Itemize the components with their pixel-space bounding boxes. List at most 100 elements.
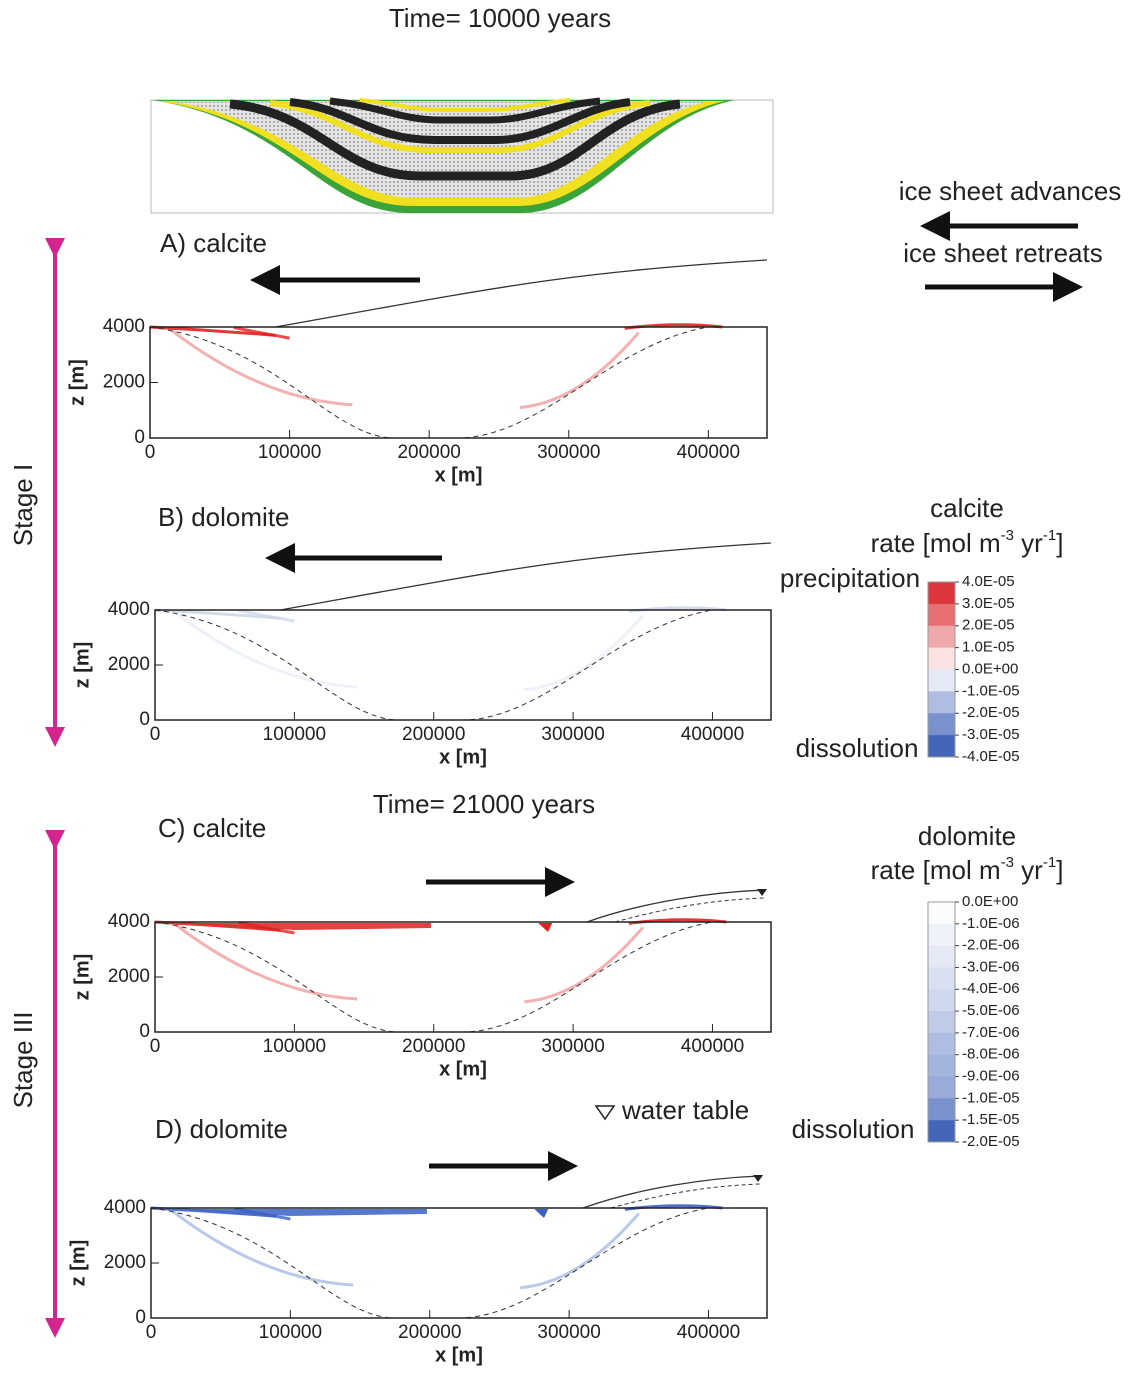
unit-part: yr <box>1014 528 1043 558</box>
x-tick-label: 400000 <box>681 1036 744 1057</box>
x-tick-label: 100000 <box>263 1036 326 1057</box>
y-tick-label: 2000 <box>108 654 150 675</box>
unit-part: ] <box>1056 528 1063 558</box>
colorbar-frame <box>927 901 956 1143</box>
reaction-zone <box>534 1209 549 1218</box>
x-tick-label: 0 <box>146 1322 157 1343</box>
legend-advance: ice sheet advances <box>899 176 1122 206</box>
colorbar-tick-label: -2.0E-05 <box>962 1133 1020 1150</box>
basin-outline <box>149 326 709 439</box>
panel-label: C) calcite <box>158 813 266 843</box>
unit-part: -3 <box>1001 527 1014 544</box>
colorbar-tick-label: 3.0E-05 <box>962 595 1015 612</box>
colorbar-tick-label: 0.0E+00 <box>962 893 1018 910</box>
cross-section <box>150 97 774 214</box>
unit-part: rate [mol m <box>871 528 1001 558</box>
colorbar-cell <box>928 647 955 670</box>
colorbar-unit: rate [mol m-3 yr-1] <box>871 527 1064 557</box>
colorbar-cell <box>928 1032 955 1056</box>
y-tick-label: 4000 <box>108 599 150 620</box>
reaction-zone <box>519 331 640 409</box>
colorbar-tick-label: -8.0E-06 <box>962 1046 1020 1063</box>
x-tick-label: 200000 <box>397 442 460 463</box>
stage-label: Stage I <box>8 464 38 546</box>
y-axis-label: z [m] <box>66 359 88 406</box>
basin-outline <box>150 1207 709 1319</box>
stage-label: Stage III <box>8 1012 38 1109</box>
x-tick-label: 0 <box>150 724 161 745</box>
y-tick-label: 2000 <box>108 966 150 987</box>
colorbar-cell <box>928 967 955 990</box>
plot-frame <box>150 1207 768 1319</box>
colorbar-cell <box>928 945 955 968</box>
colorbar-bottom-label: dissolution <box>792 1114 915 1144</box>
unit-part: ] <box>1056 855 1063 885</box>
colorbar-cell <box>928 735 955 758</box>
plot-frame <box>149 326 768 439</box>
colorbar-tick-label: -2.0E-05 <box>962 704 1020 721</box>
colorbar-tick-label: -3.0E-05 <box>962 726 1020 743</box>
reaction-zone <box>170 328 353 407</box>
colorbar-cell <box>928 989 955 1012</box>
reaction-zone <box>520 1212 640 1290</box>
panel-label: B) dolomite <box>158 502 290 532</box>
reaction-zone <box>174 923 358 1001</box>
x-axis-label: x [m] <box>435 464 483 486</box>
y-tick-label: 4000 <box>103 316 145 337</box>
y-tick-label: 4000 <box>104 1197 146 1218</box>
reaction-zone <box>233 326 290 340</box>
colorbar-cell <box>928 603 955 627</box>
x-tick-label: 200000 <box>402 724 465 745</box>
panel-label: D) dolomite <box>155 1114 288 1144</box>
y-axis-label: z [m] <box>71 642 93 689</box>
colorbar-tick-label: 0.0E+00 <box>962 660 1018 677</box>
x-tick-label: 100000 <box>258 442 321 463</box>
colorbar-tick-label: 1.0E-05 <box>962 639 1015 656</box>
colorbar-cell <box>928 582 955 605</box>
x-axis-label: x [m] <box>439 746 487 768</box>
panel-label: A) calcite <box>160 228 267 258</box>
x-tick-label: 0 <box>145 442 156 463</box>
y-tick-label: 0 <box>135 1307 146 1328</box>
y-tick-label: 2000 <box>104 1252 146 1273</box>
unit-part: -3 <box>1001 854 1014 871</box>
ice-surface <box>582 1175 761 1209</box>
unit-part: -1 <box>1043 854 1056 871</box>
water-table-icon <box>757 889 768 896</box>
x-tick-label: 0 <box>150 1036 161 1057</box>
x-tick-label: 300000 <box>537 1322 600 1343</box>
colorbar-cell <box>928 1054 955 1078</box>
colorbar-tick-label: 4.0E-05 <box>962 573 1015 590</box>
ice-surface <box>280 542 772 611</box>
legend-water-table: water table <box>621 1095 749 1125</box>
y-tick-label: 0 <box>134 427 145 448</box>
x-tick-label: 300000 <box>541 1036 604 1057</box>
colorbar-title: calcite <box>930 493 1004 523</box>
unit-part: rate [mol m <box>871 855 1001 885</box>
colorbar-title: dolomite <box>918 821 1016 851</box>
x-tick-label: 400000 <box>681 724 744 745</box>
reaction-zone <box>170 1209 354 1287</box>
water-table-line <box>614 897 765 923</box>
x-tick-label: 300000 <box>537 442 600 463</box>
reaction-zone <box>524 926 644 1004</box>
colorbar-bottom-label: dissolution <box>796 733 919 763</box>
colorbar-top-label: precipitation <box>780 563 920 593</box>
plot-frame <box>154 609 772 721</box>
title-mid: Time= 21000 years <box>373 789 595 819</box>
colorbar-cell <box>928 625 955 649</box>
colorbar-cell <box>928 691 955 714</box>
reaction-zone <box>178 1209 427 1216</box>
colorbar-cell <box>928 923 955 947</box>
reaction-zone <box>182 923 431 930</box>
colorbar-tick-label: -1.0E-06 <box>962 915 1020 932</box>
ice-surface <box>275 259 768 328</box>
colorbar-tick-label: -4.0E-05 <box>962 748 1020 765</box>
reaction-zone <box>538 923 553 932</box>
y-axis-label: z [m] <box>67 1240 89 1287</box>
unit-part: -1 <box>1043 527 1056 544</box>
water-table-line <box>610 1183 761 1209</box>
x-tick-label: 100000 <box>259 1322 322 1343</box>
ice-surface <box>586 889 765 923</box>
